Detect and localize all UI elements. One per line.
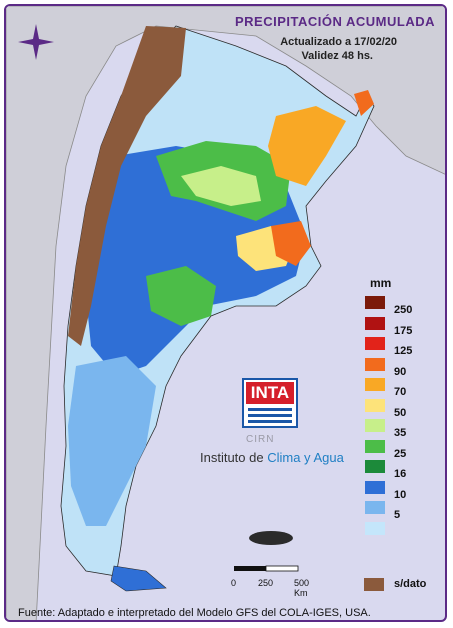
legend-swatch <box>365 440 385 453</box>
inta-logo-icon: INTA <box>242 378 298 428</box>
no-data-swatch <box>364 578 384 591</box>
map-frame: PRECIPITACIÓN ACUMULADA Actualizado a 17… <box>4 4 447 622</box>
legend-swatch <box>365 481 385 494</box>
scale-bar <box>234 566 298 571</box>
inta-logo-text: INTA <box>246 382 294 404</box>
malvinas-islands <box>249 531 293 545</box>
legend-value: 50 <box>394 407 406 419</box>
legend-swatch <box>365 378 385 391</box>
legend-value: 35 <box>394 427 406 439</box>
legend-swatch <box>365 522 385 535</box>
legend-value: 175 <box>394 325 412 337</box>
legend-value: 5 <box>394 509 400 521</box>
institute-accent: Clima y Agua <box>267 450 344 465</box>
legend-unit: mm <box>370 276 391 290</box>
legend-swatch <box>365 296 385 309</box>
legend-value: 16 <box>394 468 406 480</box>
legend-value: 10 <box>394 489 406 501</box>
legend-no-data-label: s/dato <box>394 578 426 590</box>
rain-zone-light <box>68 356 156 526</box>
validity-period: Validez 48 hs. <box>301 50 373 62</box>
institute-name: Instituto de Clima y Agua <box>200 450 344 465</box>
source-footer: Fuente: Adaptado e interpretado del Mode… <box>18 607 371 619</box>
legend-swatch <box>365 460 385 473</box>
updated-date: Actualizado a 17/02/20 <box>280 36 397 48</box>
legend-swatch <box>365 419 385 432</box>
institute-prefix: Instituto de <box>200 450 267 465</box>
legend-swatch <box>365 358 385 371</box>
scale-label-500: 500 Km <box>294 578 309 598</box>
legend-value: 70 <box>394 386 406 398</box>
scale-label-0: 0 <box>231 578 236 588</box>
map-title: PRECIPITACIÓN ACUMULADA <box>235 14 435 29</box>
scale-label-250: 250 <box>258 578 273 588</box>
legend-value: 250 <box>394 304 412 316</box>
legend-value: 125 <box>394 345 412 357</box>
legend-swatch <box>365 317 385 330</box>
legend-value: 25 <box>394 448 406 460</box>
legend-swatch <box>365 399 385 412</box>
cirn-label: CIRN <box>246 434 274 445</box>
legend-swatch <box>365 501 385 514</box>
legend-value: 90 <box>394 366 406 378</box>
tierra-del-fuego <box>111 566 166 591</box>
legend-swatch <box>365 337 385 350</box>
